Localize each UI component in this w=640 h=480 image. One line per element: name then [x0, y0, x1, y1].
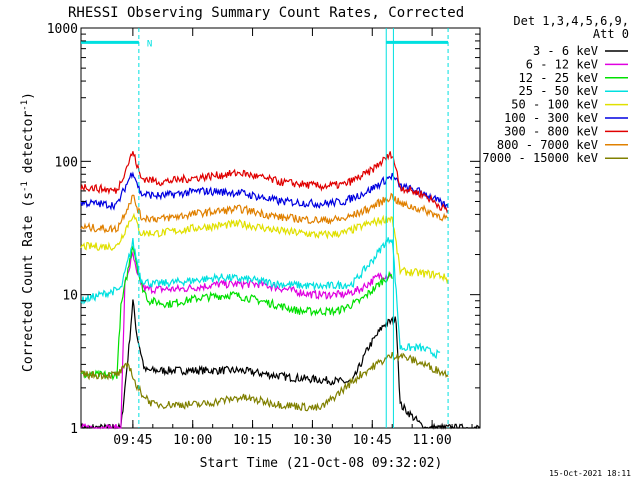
series-line-3: [80, 245, 393, 381]
x-tick-label-1: 09:45: [113, 433, 152, 448]
legend-label-7: 300 - 800 keV: [504, 124, 598, 138]
x-tick-label-2: 10:00: [173, 433, 212, 448]
series-line-4: [80, 237, 441, 360]
legend-label-4: 25 - 50 keV: [519, 84, 598, 98]
y-tick-label-1: 1: [70, 422, 78, 437]
y-axis-label-sup2: -1: [20, 100, 30, 111]
chart-title: RHESSI Observing Summary Count Rates, Co…: [68, 5, 464, 21]
x-tick-label-6: 11:00: [413, 433, 452, 448]
x-axis-label: Start Time (21-Oct-08 09:32:02): [200, 456, 443, 471]
y-axis-label-sup1: -1: [20, 181, 30, 192]
series-line-6: [80, 171, 449, 211]
timestamp: 15-Oct-2021 18:11: [549, 469, 631, 478]
series-line-1: [80, 299, 481, 430]
y-axis-label-part2: detector: [21, 111, 36, 182]
series-line-2: [80, 251, 393, 430]
legend-label-6: 100 - 300 keV: [504, 111, 598, 125]
legend-label-9: 7000 - 15000 keV: [482, 151, 598, 165]
y-axis-label: Corrected Count Rate (s-1 detector-1): [20, 92, 36, 372]
y-axis-label-part1: Corrected Count Rate (s: [21, 192, 36, 372]
y-axis-label-part3: ): [21, 92, 36, 100]
legend-label-1: 3 - 6 keV: [533, 44, 598, 58]
legend-label-3: 12 - 25 keV: [519, 71, 598, 85]
legend-title-line2: Att 0: [593, 27, 629, 41]
y-tick-label-2: 10: [62, 289, 78, 304]
series-line-8: [80, 192, 449, 234]
plot-area: [80, 27, 481, 429]
x-tick-label-4: 10:30: [293, 433, 332, 448]
series-line-7: [80, 151, 449, 214]
series-line-9: [80, 351, 449, 412]
series-line-5: [80, 212, 449, 285]
legend-label-8: 800 - 7000 keV: [497, 138, 598, 152]
y-tick-label-4: 1000: [47, 22, 78, 37]
y-tick-label-3: 100: [55, 155, 78, 170]
x-tick-label-3: 10:15: [233, 433, 272, 448]
annotation-n: N: [147, 39, 152, 49]
legend-title-line1: Det 1,3,4,5,6,9,: [513, 14, 629, 28]
legend-label-2: 6 - 12 keV: [526, 57, 598, 71]
x-tick-label-5: 10:45: [353, 433, 392, 448]
legend-label-5: 50 - 100 keV: [511, 98, 598, 112]
